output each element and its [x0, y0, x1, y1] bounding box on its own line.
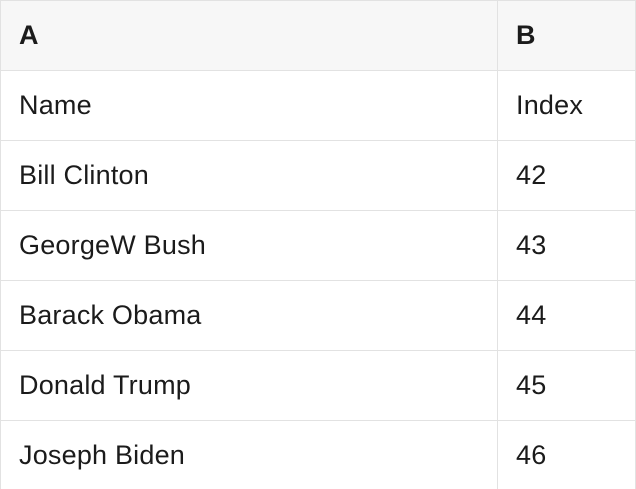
table-row: Bill Clinton 42	[1, 141, 635, 211]
table-row: Barack Obama 44	[1, 281, 635, 351]
column-header-row: A B	[1, 1, 635, 71]
cell-b[interactable]: 46	[516, 440, 547, 470]
cell-a[interactable]: Joseph Biden	[1, 421, 498, 489]
cell-a[interactable]: Barack Obama	[1, 281, 498, 350]
column-header-b[interactable]: B	[516, 20, 536, 50]
cell-a[interactable]: Bill Clinton	[1, 141, 498, 210]
table-row: GeorgeW Bush 43	[1, 211, 635, 281]
cell-a[interactable]: Name	[1, 71, 498, 140]
table-row: Donald Trump 45	[1, 351, 635, 421]
table-row: Joseph Biden 46	[1, 421, 635, 489]
cell-b[interactable]: 43	[516, 230, 547, 260]
cell-a[interactable]: Donald Trump	[1, 351, 498, 420]
cell-b[interactable]: 45	[516, 370, 547, 400]
table-row: Name Index	[1, 71, 635, 141]
cell-b[interactable]: Index	[516, 90, 584, 120]
cell-a[interactable]: GeorgeW Bush	[1, 211, 498, 280]
cell-b[interactable]: 44	[516, 300, 547, 330]
cell-b[interactable]: 42	[516, 160, 547, 190]
column-header-a[interactable]: A	[1, 1, 498, 70]
